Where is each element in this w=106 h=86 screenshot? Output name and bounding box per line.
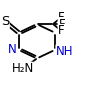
Text: S: S [1, 15, 9, 28]
Text: F: F [59, 18, 66, 31]
Text: H₂N: H₂N [12, 62, 34, 75]
Text: NH: NH [56, 45, 74, 58]
Text: F: F [58, 24, 65, 37]
Text: F: F [58, 11, 65, 24]
Text: N: N [8, 43, 17, 56]
